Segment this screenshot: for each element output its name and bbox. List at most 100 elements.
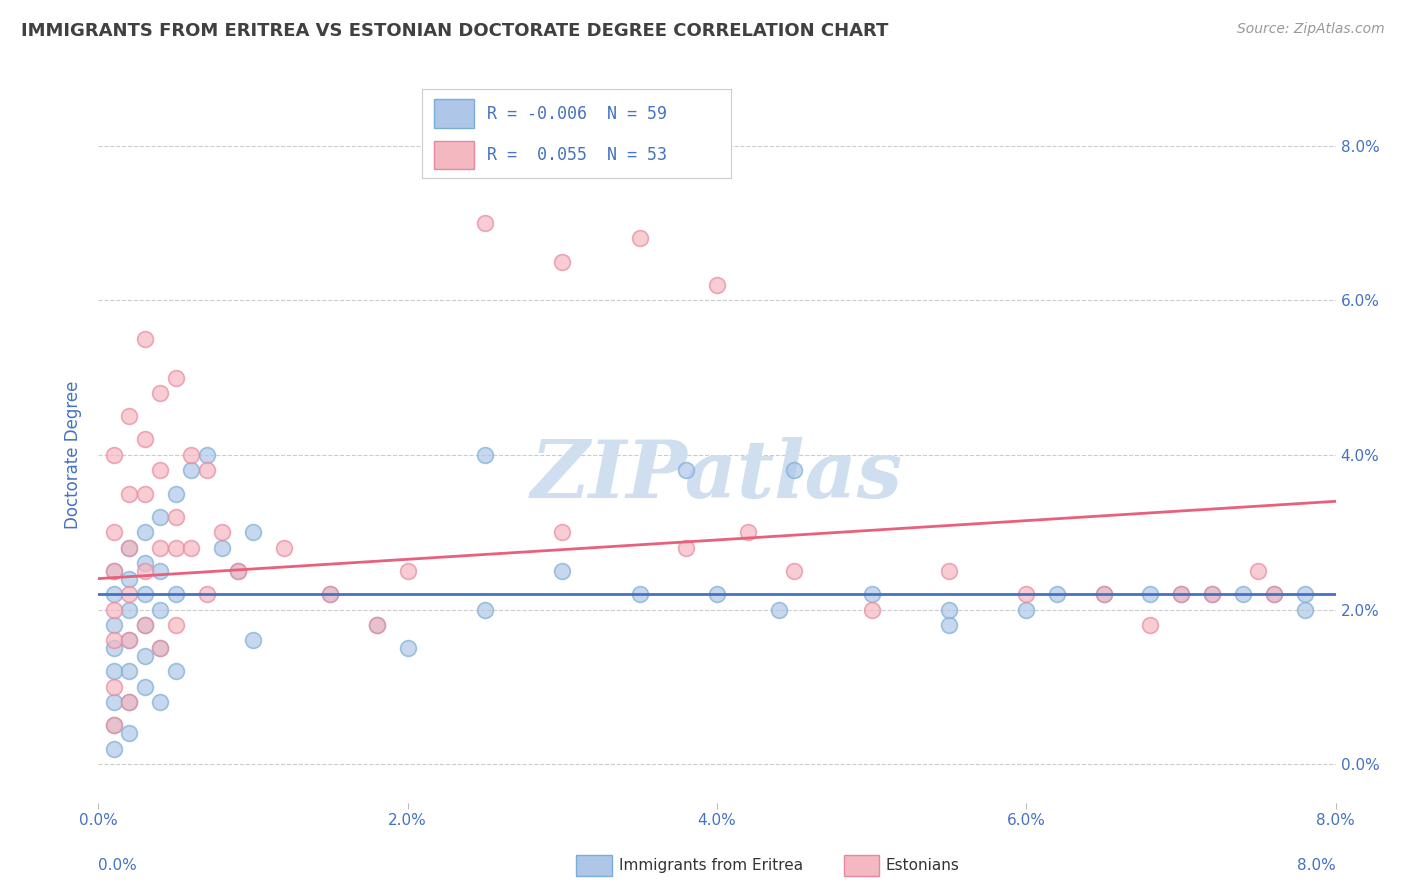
Point (474, 448, 496, 462)
Point (1201, 587, 1223, 601)
Point (938, 618, 960, 632)
Point (118, 602, 141, 616)
Point (226, 564, 249, 578)
Point (118, 572, 141, 586)
Point (118, 541, 141, 555)
Point (165, 541, 187, 555)
Point (149, 541, 172, 555)
Point (1015, 602, 1038, 616)
Point (103, 665, 125, 679)
Point (149, 695, 172, 709)
Point (165, 370, 187, 384)
Point (195, 587, 218, 601)
Text: Immigrants from Eritrea: Immigrants from Eritrea (619, 858, 803, 872)
Point (134, 618, 156, 632)
Point (242, 525, 264, 540)
Point (938, 602, 960, 616)
Point (273, 541, 295, 555)
Point (1263, 587, 1285, 601)
Point (103, 525, 125, 540)
Point (211, 541, 233, 555)
Point (474, 216, 496, 230)
Point (165, 486, 187, 500)
Point (149, 564, 172, 578)
Point (118, 633, 141, 648)
Point (118, 695, 141, 709)
Text: IMMIGRANTS FROM ERITREA VS ESTONIAN DOCTORATE DEGREE CORRELATION CHART: IMMIGRANTS FROM ERITREA VS ESTONIAN DOCT… (21, 22, 889, 40)
Point (1294, 602, 1316, 616)
Point (103, 633, 125, 648)
Point (118, 726, 141, 740)
FancyBboxPatch shape (434, 141, 474, 169)
Point (149, 386, 172, 401)
Point (675, 541, 697, 555)
Point (103, 602, 125, 616)
Y-axis label: Doctorate Degree: Doctorate Degree (65, 381, 83, 529)
Text: R =  0.055  N = 53: R = 0.055 N = 53 (486, 146, 666, 164)
Text: R = -0.006  N = 59: R = -0.006 N = 59 (486, 105, 666, 123)
Text: 0.0%: 0.0% (98, 858, 138, 872)
Point (165, 509, 187, 524)
Point (118, 633, 141, 648)
Point (551, 254, 574, 268)
Point (628, 231, 651, 245)
Point (706, 277, 728, 292)
Point (396, 641, 419, 656)
Point (134, 587, 156, 601)
Text: ZIPatlas: ZIPatlas (531, 437, 903, 515)
Point (180, 463, 202, 477)
Point (1092, 587, 1115, 601)
Point (1247, 564, 1270, 578)
Point (149, 509, 172, 524)
Point (134, 618, 156, 632)
Point (938, 564, 960, 578)
Point (118, 587, 141, 601)
Point (149, 463, 172, 477)
Point (134, 486, 156, 500)
Point (737, 525, 759, 540)
Point (134, 564, 156, 578)
Point (706, 587, 728, 601)
Point (134, 525, 156, 540)
Point (103, 564, 125, 578)
Text: 8.0%: 8.0% (1296, 858, 1336, 872)
Point (195, 448, 218, 462)
Point (1263, 587, 1285, 601)
Point (103, 718, 125, 732)
Point (149, 641, 172, 656)
FancyBboxPatch shape (434, 99, 474, 128)
Point (211, 525, 233, 540)
Point (675, 463, 697, 477)
Point (118, 695, 141, 709)
Point (103, 680, 125, 694)
Point (1139, 618, 1161, 632)
Point (783, 564, 806, 578)
Point (165, 587, 187, 601)
Point (242, 633, 264, 648)
Point (860, 602, 883, 616)
Point (180, 448, 202, 462)
Point (1139, 587, 1161, 601)
Point (103, 618, 125, 632)
Point (1294, 587, 1316, 601)
Point (366, 618, 388, 632)
Point (319, 587, 342, 601)
Point (103, 695, 125, 709)
Point (103, 448, 125, 462)
Point (396, 564, 419, 578)
Point (474, 602, 496, 616)
Point (134, 680, 156, 694)
Point (1046, 587, 1069, 601)
Point (1170, 587, 1192, 601)
Point (226, 564, 249, 578)
Text: Source: ZipAtlas.com: Source: ZipAtlas.com (1237, 22, 1385, 37)
Point (319, 587, 342, 601)
Point (195, 463, 218, 477)
Point (118, 665, 141, 679)
Point (149, 602, 172, 616)
Point (134, 433, 156, 447)
Point (165, 618, 187, 632)
Point (1201, 587, 1223, 601)
Point (118, 541, 141, 555)
Point (628, 587, 651, 601)
